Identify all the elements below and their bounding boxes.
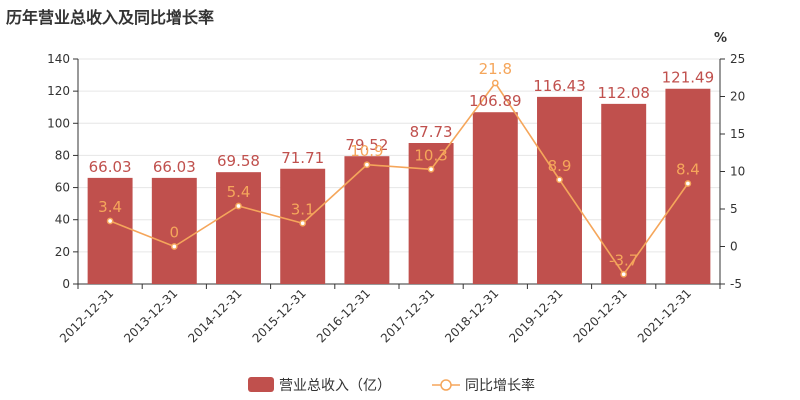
growth-value-label: 3.1: [291, 200, 315, 218]
bar-value-label: 71.71: [281, 149, 324, 167]
bar-value-label: 66.03: [89, 158, 132, 176]
y-left-tick-label: 140: [47, 52, 70, 66]
growth-value-label: 8.9: [548, 157, 572, 175]
x-tick-label: 2016-12-31: [314, 286, 373, 345]
bar-value-label: 87.73: [410, 123, 453, 141]
bar: [151, 177, 197, 284]
x-tick-label: 2018-12-31: [442, 286, 501, 345]
x-tick-label: 2019-12-31: [506, 286, 565, 345]
bar: [216, 172, 261, 284]
legend-label: 同比增长率: [465, 377, 535, 394]
growth-value-label: 0: [170, 224, 180, 242]
bar-series: [87, 88, 711, 285]
x-tick-label: 2014-12-31: [185, 286, 244, 345]
y-right-tick-label: 20: [730, 90, 745, 104]
data-labels: 66.03 66.03 69.58 71.71 79.52 87.73 106.89 116.…: [89, 60, 715, 269]
x-tick-label: 2013-12-31: [121, 286, 180, 345]
growth-line: [109, 81, 689, 276]
bar: [472, 112, 518, 285]
growth-point: [556, 176, 563, 184]
bar-value-label: 66.03: [153, 158, 196, 176]
growth-value-label: 10.3: [414, 146, 447, 164]
x-tick-label: 2017-12-31: [378, 286, 437, 345]
line-series: [106, 79, 692, 278]
y-right-tick-label: -5: [730, 277, 742, 291]
x-tick-label: 2020-12-31: [571, 286, 630, 345]
bar-value-label: 121.49: [662, 69, 715, 87]
growth-value-label: 10.9: [350, 142, 383, 160]
bar-value-label: 112.08: [597, 84, 650, 102]
legend-swatch-marker: [440, 379, 452, 391]
growth-point: [170, 243, 178, 250]
growth-point: [491, 79, 499, 87]
chart-title: 历年营业总收入及同比增长率: [6, 8, 215, 27]
x-tick-label: 2015-12-31: [250, 286, 309, 345]
y-left-tick-label: 80: [55, 148, 70, 162]
growth-value-label: 8.4: [676, 161, 700, 179]
bar-value-label: 106.89: [469, 92, 522, 110]
y-left-tick-label: 0: [62, 277, 70, 291]
y-right-tick-label: 5: [730, 202, 738, 216]
y-right-tick-label: 0: [730, 240, 738, 254]
y-left-tick-label: 40: [55, 213, 70, 227]
bar-value-label: 116.43: [533, 77, 586, 95]
growth-point: [684, 180, 692, 187]
y-right-unit-label: %: [714, 31, 727, 46]
growth-value-label: 21.8: [479, 60, 512, 78]
growth-value-label: 3.4: [98, 198, 122, 216]
y-right-tick-label: 10: [730, 165, 745, 179]
y-left-tick-label: 100: [47, 116, 70, 130]
y-left-tick-label: 20: [55, 245, 70, 259]
y-left-tick-label: 60: [55, 181, 70, 195]
bar: [537, 96, 582, 284]
growth-point: [299, 219, 307, 227]
legend-label: 营业总收入（亿）: [279, 378, 391, 394]
growth-point: [363, 161, 371, 169]
x-tick-label: 2021-12-31: [635, 286, 694, 345]
bar: [87, 177, 133, 284]
x-tick-label: 2012-12-31: [57, 286, 116, 345]
bar-value-label: 69.58: [217, 152, 260, 170]
legend-swatch-bar: [248, 377, 274, 392]
bar: [344, 156, 390, 284]
legend-item-growth[interactable]: 同比增长率: [432, 377, 535, 394]
growth-point: [620, 270, 628, 278]
growth-point: [106, 217, 114, 225]
y-left-tick-label: 120: [47, 84, 70, 98]
growth-value-label: -3.7: [609, 251, 638, 269]
legend-item-revenue[interactable]: 营业总收入（亿）: [248, 377, 391, 394]
legend[interactable]: 营业总收入（亿） 同比增长率: [248, 377, 535, 394]
y-right-tick-label: 25: [730, 52, 745, 66]
growth-point: [235, 202, 242, 210]
growth-value-label: 5.4: [227, 183, 251, 201]
bar-value-label: 79.52: [345, 136, 388, 154]
y-right-tick-label: 15: [730, 127, 745, 141]
growth-point: [427, 165, 435, 173]
